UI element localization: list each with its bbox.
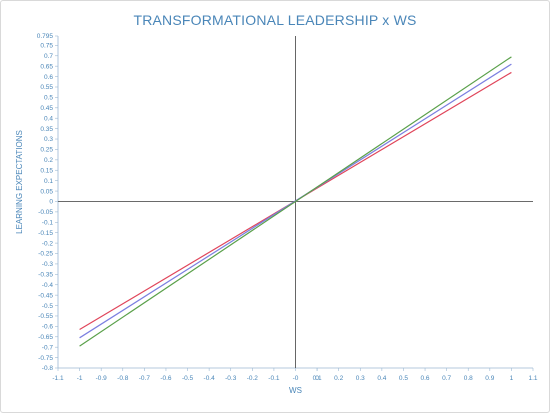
- y-tick-label: -0.4: [42, 282, 54, 289]
- x-tick-label: -0.9: [96, 375, 108, 382]
- y-tick-label: -0.65: [38, 334, 53, 341]
- x-tick-label: 0.3: [356, 375, 365, 382]
- y-tick-label: -0.7: [42, 344, 54, 351]
- y-tick-label: 0.25: [40, 147, 53, 154]
- x-tick-label: -0.7: [139, 375, 151, 382]
- x-tick-label: -0.1: [268, 375, 280, 382]
- series-lines: [79, 56, 512, 347]
- y-tick-label: -0.05: [38, 209, 53, 216]
- y-tick-label: 0.05: [40, 188, 53, 195]
- y-tick-label: 0.15: [40, 167, 53, 174]
- chart-title: TRANSFORMATIONAL LEADERSHIP x WS: [133, 12, 417, 28]
- x-tick-label: 1.1: [528, 375, 537, 382]
- x-tick-label: -0.4: [204, 375, 216, 382]
- x-tick-label: 0.2: [334, 375, 343, 382]
- y-tick-label: 0.5: [44, 95, 53, 102]
- y-tick-labels: 0.795 0.75 0.7 0.65 0.6 0.55 0.5 0.45 0.4 0.35 0.3…: [37, 33, 58, 372]
- x-tick-label: -0.3: [225, 375, 237, 382]
- x-tick-label: -0.5: [182, 375, 194, 382]
- y-axis-label: LEARNING EXPECTATIONS: [15, 130, 24, 234]
- y-tick-label: -0.1: [42, 219, 54, 226]
- y-tick-label: 0: [49, 199, 53, 206]
- y-tick-label: -0.2: [42, 240, 54, 247]
- y-tick-label: -0.5: [42, 303, 54, 310]
- x-tick-label: 0.9: [485, 375, 494, 382]
- x-tick-label: -1: [77, 375, 83, 382]
- y-tick-label: -0.6: [42, 324, 54, 331]
- x-tick-label: 1: [510, 375, 514, 382]
- y-tick-label: 0.2: [44, 157, 53, 164]
- y-tick-label: 0.35: [40, 126, 53, 133]
- x-tick-label: -1.1: [52, 375, 64, 382]
- y-tick-label: -0.8: [42, 365, 54, 372]
- y-tick-label: 0.3: [44, 136, 53, 143]
- y-tick-label: -0.55: [38, 313, 53, 320]
- y-tick-label: -0.75: [38, 355, 53, 362]
- x-tick-label: -0.8: [117, 375, 129, 382]
- y-tick-label: -0.35: [38, 272, 53, 279]
- y-tick-label: 0.75: [40, 43, 53, 50]
- x-tick-labels: -1.1 -1 -0.9 -0.8 -0.7 -0.6 -0.5 -0.4 -0.3 -0.2 -0…: [52, 368, 538, 382]
- y-tick-label: -0.25: [38, 251, 53, 258]
- y-tick-label: 0.55: [40, 84, 53, 91]
- y-tick-label: 0.65: [40, 63, 53, 70]
- x-tick-label: 0.6: [421, 375, 430, 382]
- x-tick-label: 0.1: [313, 375, 322, 382]
- y-tick-label: -0.3: [42, 261, 54, 268]
- x-tick-label: 0.8: [464, 375, 473, 382]
- x-axis-label: WS: [289, 386, 302, 395]
- x-tick-label: 0.4: [377, 375, 386, 382]
- y-tick-label: -0.45: [38, 292, 53, 299]
- x-tick-label: 0.5: [399, 375, 408, 382]
- x-tick-label: 0: [315, 375, 319, 382]
- y-tick-label: 0.45: [40, 105, 53, 112]
- y-tick-label: 0.7: [44, 53, 53, 60]
- y-tick-label: 0.795: [37, 33, 54, 40]
- x-tick-label: -0: [293, 375, 299, 382]
- y-tick-label: -0.15: [38, 230, 53, 237]
- y-tick-label: 0.4: [44, 115, 53, 122]
- x-tick-label: -0.6: [160, 375, 172, 382]
- y-tick-label: 0.6: [44, 74, 53, 81]
- y-tick-label: 0.1: [44, 178, 53, 185]
- series-line-3: [79, 56, 512, 347]
- x-tick-label: -0.2: [247, 375, 259, 382]
- x-tick-label: 0.7: [442, 375, 451, 382]
